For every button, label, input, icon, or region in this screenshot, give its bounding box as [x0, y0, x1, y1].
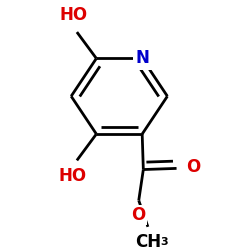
Text: HO: HO: [58, 167, 86, 185]
Text: O: O: [186, 158, 200, 176]
Text: O: O: [132, 206, 146, 224]
Text: HO: HO: [60, 6, 88, 24]
Text: CH: CH: [135, 232, 161, 250]
Text: 3: 3: [160, 237, 168, 247]
Text: N: N: [135, 50, 149, 68]
